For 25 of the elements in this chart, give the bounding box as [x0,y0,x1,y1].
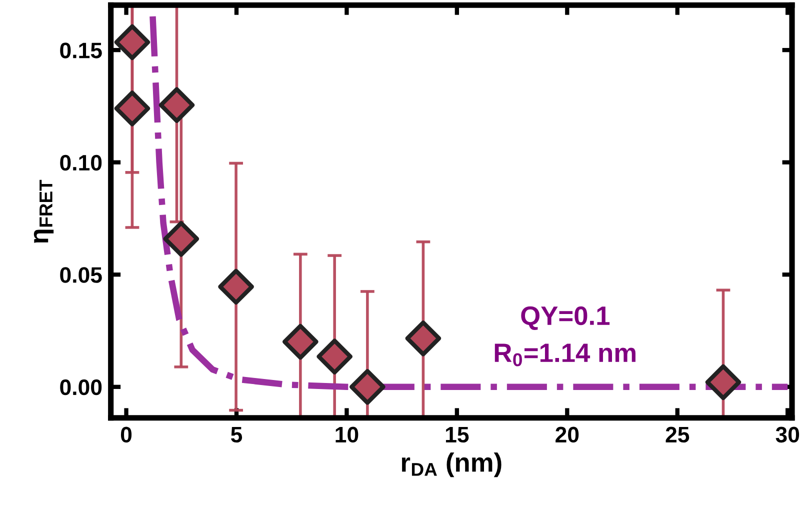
point [114,90,150,126]
x-tick-label: 15 [446,427,469,443]
x-tick-label: 10 [336,426,358,443]
y-tick-label: 0.00 [60,379,102,396]
x-tick-label: 25 [666,426,690,443]
x-tick-label: 20 [556,426,579,443]
y-tick-label: 0.05 [60,267,102,283]
x-tick-label: 5 [230,427,242,443]
point [405,320,442,356]
annotation: QY=0.1 [521,306,610,330]
point [158,87,195,123]
point [350,368,386,405]
y-tick-label: 0.10 [60,154,102,171]
y-tick-label: 0.15 [60,42,102,58]
y-axis-title: η$_{FRET}$ [34,180,54,243]
point [218,268,254,305]
x-axis-title: r$_{DA}$ (nm) [402,452,502,478]
point [316,338,353,374]
point [282,324,318,360]
point [114,24,150,60]
x-tick-label: 30 [776,426,800,443]
point [705,364,742,400]
point [163,220,200,257]
annotation: R$_{0}$=1.14 nm [494,344,636,366]
x-tick-label: 0 [120,426,132,443]
